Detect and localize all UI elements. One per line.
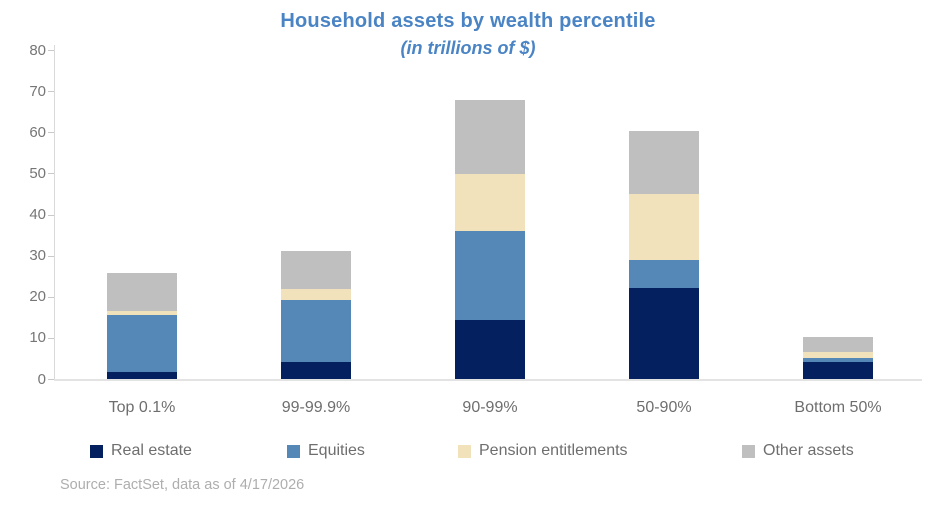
bar-segment-real-estate: [629, 287, 699, 380]
legend-item-real-estate: Real estate: [90, 442, 192, 460]
bar-segment-pension-entitlements: [107, 311, 177, 315]
y-axis-tick: [48, 132, 54, 134]
legend-swatch-icon: [458, 444, 471, 458]
y-axis-label: 40: [29, 206, 46, 223]
x-axis-line: [54, 379, 922, 381]
x-axis-label: Top 0.1%: [108, 399, 176, 416]
legend-swatch-icon: [90, 444, 103, 458]
y-axis-label: 30: [29, 247, 46, 265]
y-axis-tick: [48, 50, 54, 51]
y-axis-tick: [48, 255, 54, 257]
y-axis-label: 70: [29, 82, 46, 100]
legend-item-pension-entitlements: Pension entitlements: [458, 442, 628, 460]
y-axis-tick: [48, 296, 54, 298]
legend-label: Pension entitlements: [479, 442, 628, 459]
legend-swatch-icon: [742, 444, 755, 458]
y-axis-tick: [48, 214, 54, 216]
bar-segment-other-assets: [629, 131, 699, 194]
y-axis-tick: [48, 91, 54, 93]
bar-segment-pension-entitlements: [455, 173, 525, 232]
bar-segment-equities: [455, 231, 525, 320]
x-axis-label: Bottom 50%: [794, 399, 882, 416]
bar-segment-other-assets: [803, 337, 873, 352]
bar-segment-other-assets: [455, 99, 525, 174]
x-axis-label: 99-99.9%: [281, 399, 351, 416]
y-axis-tick: [48, 337, 54, 339]
bar-segment-pension-entitlements: [629, 194, 699, 261]
bar-segment-equities: [629, 260, 699, 288]
bar-segment-other-assets: [281, 251, 351, 290]
bar-segment-real-estate: [107, 372, 177, 380]
legend-item-equities: Equities: [287, 442, 365, 460]
bar-segment-pension-entitlements: [281, 289, 351, 301]
legend-item-other-assets: Other assets: [742, 442, 854, 460]
y-axis-label: 0: [37, 370, 46, 388]
y-axis-label: 60: [29, 123, 46, 141]
legend-label: Equities: [308, 442, 365, 459]
y-axis-line: [54, 45, 55, 381]
y-axis-tick: [48, 379, 54, 380]
x-axis-label: 90-99%: [462, 399, 518, 416]
y-axis-tick: [48, 173, 54, 175]
chart-subtitle: (in trillions of $): [400, 38, 536, 58]
bar-segment-pension-entitlements: [803, 351, 873, 358]
bar-segment-equities: [281, 300, 351, 362]
legend-label: Other assets: [763, 442, 854, 459]
bar-segment-real-estate: [281, 361, 351, 380]
legend-label: Real estate: [111, 442, 192, 459]
bar-segment-equities: [107, 314, 177, 373]
bar-segment-real-estate: [803, 361, 873, 380]
y-axis-label: 20: [29, 288, 46, 306]
source-note: Source: FactSet, data as of 4/17/2026: [60, 477, 305, 493]
y-axis-label: 10: [29, 329, 46, 347]
chart-title: Household assets by wealth percentile: [280, 10, 656, 32]
bar-segment-real-estate: [455, 319, 525, 380]
y-axis-label: 50: [29, 164, 46, 182]
y-axis-label: 80: [29, 41, 46, 59]
legend-swatch-icon: [287, 444, 300, 458]
bar-segment-equities: [803, 357, 873, 362]
x-axis-label: 50-90%: [636, 399, 692, 416]
bar-segment-other-assets: [107, 273, 177, 312]
